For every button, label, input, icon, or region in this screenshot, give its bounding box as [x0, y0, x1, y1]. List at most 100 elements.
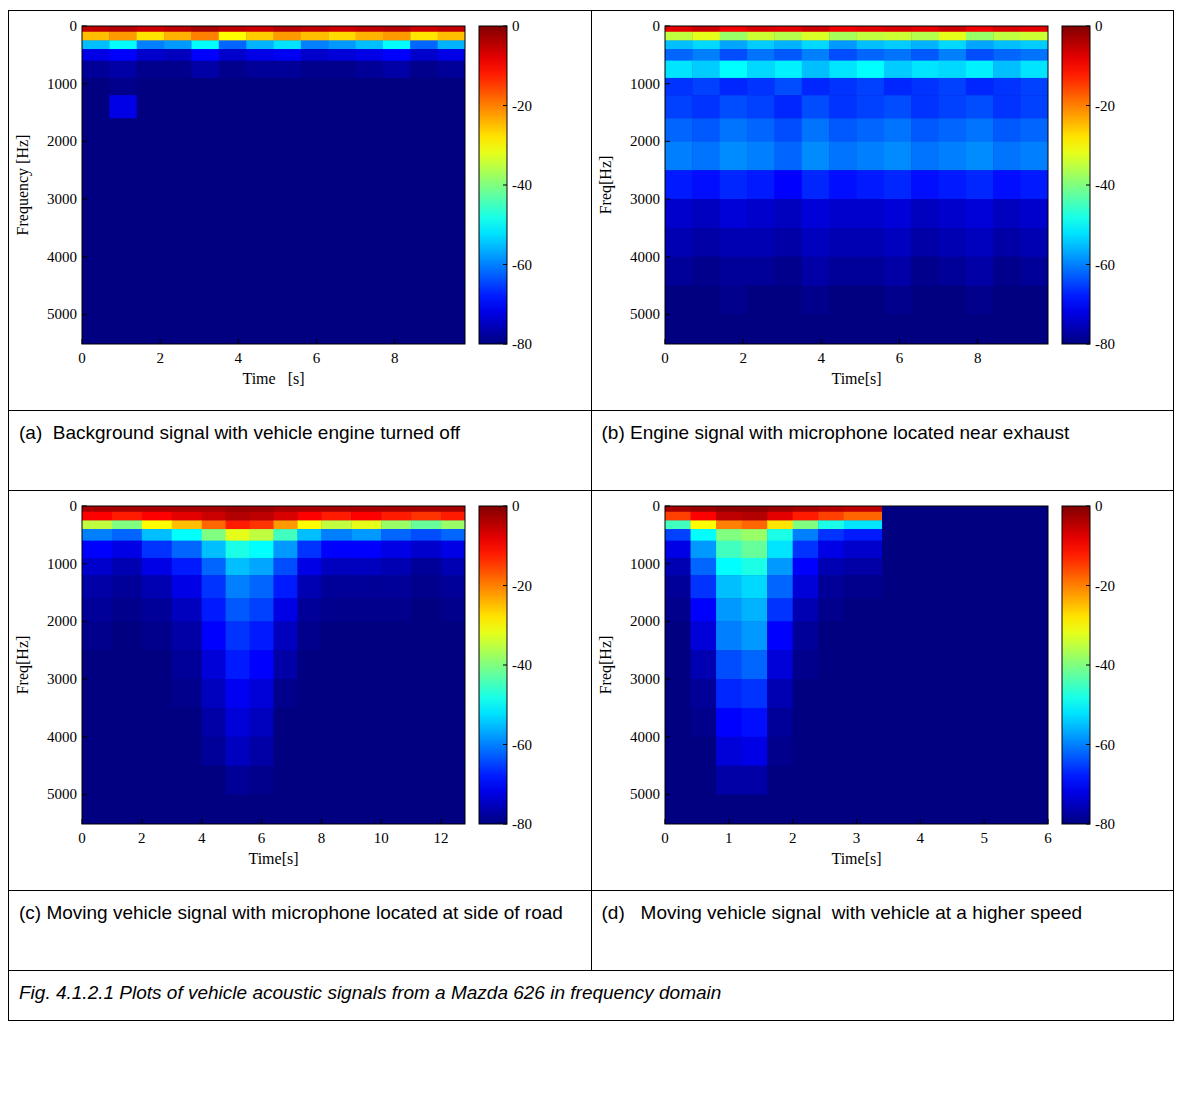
- cell: [993, 78, 1021, 96]
- cell: [774, 26, 802, 32]
- cell: [219, 257, 247, 286]
- cell: [328, 78, 356, 96]
- cell: [202, 541, 226, 559]
- cell: [1009, 708, 1029, 737]
- colorbar-tick: [503, 665, 507, 666]
- cell: [829, 40, 857, 49]
- cell: [202, 598, 226, 621]
- y-tick-label: 3000: [630, 191, 660, 207]
- x-tick: [983, 819, 984, 824]
- cell: [301, 26, 329, 32]
- cell: [965, 141, 993, 170]
- cell: [977, 766, 1009, 795]
- cell: [301, 61, 329, 79]
- cell: [219, 314, 247, 344]
- cell: [719, 286, 747, 315]
- cell: [747, 78, 775, 96]
- colorbar-tick-label: -80: [1095, 816, 1115, 832]
- y-tick-label: 5000: [47, 306, 77, 322]
- cell: [328, 95, 356, 118]
- cell: [913, 529, 945, 541]
- panel: 01000200030004000500002468Time[s]Freq[Hz…: [591, 10, 1174, 410]
- cell: [142, 621, 172, 650]
- cell: [977, 520, 1009, 529]
- x-tick-label: 4: [198, 830, 206, 846]
- cell: [172, 679, 202, 708]
- cell: [882, 708, 914, 737]
- cell: [356, 286, 384, 315]
- cell: [767, 558, 793, 576]
- y-tick-label: 2000: [630, 133, 660, 149]
- cell: [410, 32, 438, 41]
- cell: [274, 49, 302, 61]
- cell: [965, 118, 993, 141]
- cell: [82, 520, 112, 529]
- cell: [410, 286, 438, 315]
- y-tick: [82, 26, 87, 27]
- cell: [1020, 95, 1047, 118]
- colorbar-tick: [503, 105, 507, 106]
- cell: [112, 794, 142, 824]
- cell: [219, 40, 247, 49]
- x-tick-label: 8: [973, 350, 981, 366]
- cell: [856, 78, 884, 96]
- cell: [883, 40, 911, 49]
- cell: [690, 512, 716, 521]
- cell: [993, 32, 1021, 41]
- y-tick: [665, 199, 670, 200]
- cell: [321, 598, 351, 621]
- colorbar-tick: [1086, 824, 1090, 825]
- cell: [441, 598, 465, 621]
- cell: [109, 314, 137, 344]
- cell: [1028, 598, 1047, 621]
- cell: [381, 737, 411, 766]
- cell: [665, 61, 693, 79]
- cell: [843, 529, 882, 541]
- cell: [938, 286, 966, 315]
- cell: [226, 679, 250, 708]
- y-tick-label: 2000: [630, 613, 660, 629]
- cell: [829, 95, 857, 118]
- cell: [328, 170, 356, 199]
- cell: [137, 228, 165, 257]
- cell: [911, 141, 939, 170]
- cell: [411, 598, 441, 621]
- cell: [109, 170, 137, 199]
- cell: [381, 512, 411, 521]
- cell: [82, 541, 112, 559]
- plot-background: [82, 26, 465, 344]
- cell: [882, 512, 914, 521]
- cell: [109, 26, 137, 32]
- cell: [202, 650, 226, 679]
- cell: [441, 766, 465, 795]
- cell: [438, 40, 465, 49]
- cell: [945, 520, 977, 529]
- cell: [665, 78, 693, 96]
- cell: [792, 520, 818, 529]
- x-tick: [201, 819, 202, 824]
- cell: [818, 541, 844, 559]
- cell: [913, 794, 945, 824]
- x-tick: [82, 819, 83, 824]
- cell: [977, 794, 1009, 824]
- cell: [164, 286, 192, 315]
- cell: [172, 708, 202, 737]
- cell: [665, 118, 693, 141]
- cell: [383, 26, 411, 32]
- cell: [818, 737, 844, 766]
- cell: [665, 314, 693, 344]
- cell: [856, 61, 884, 79]
- y-tick: [82, 621, 87, 622]
- cell: [301, 199, 329, 228]
- colorbar: [479, 506, 507, 824]
- cell: [665, 621, 691, 650]
- cell: [767, 650, 793, 679]
- colorbar-tick-label: -20: [1095, 98, 1115, 114]
- cell: [381, 708, 411, 737]
- cell: [883, 26, 911, 32]
- cell: [383, 170, 411, 199]
- cell: [172, 541, 202, 559]
- colorbar-tick-label: -80: [512, 816, 532, 832]
- cell: [938, 257, 966, 286]
- plot-frame: [82, 26, 465, 344]
